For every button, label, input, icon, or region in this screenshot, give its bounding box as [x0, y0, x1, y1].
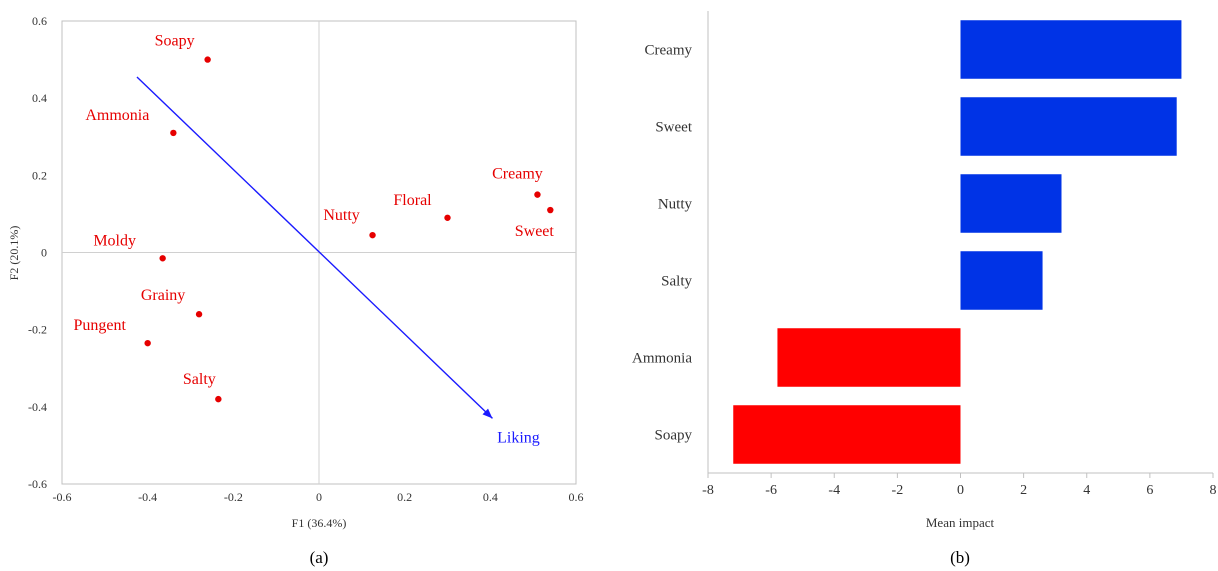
bar: [960, 174, 1062, 233]
tick-labels: -0.6 -0.4 -0.2 0 0.2 0.4 0.6 -0.6 -0.4 -0.2 0 0.2 0.…: [28, 14, 584, 504]
data-point: [547, 206, 554, 214]
x-tick-label: -6: [765, 483, 777, 498]
point-label: Floral: [393, 192, 432, 209]
x-axis-label: Mean impact: [926, 515, 995, 530]
bar: [960, 97, 1177, 156]
point-label: Soapy: [155, 33, 195, 50]
y-tick-label: -0.2: [28, 323, 47, 337]
category-label: Sweet: [655, 120, 692, 136]
bar: [777, 328, 961, 387]
x-tick-label: 2: [1020, 483, 1027, 498]
biplot-panel: -0.6 -0.4 -0.2 0 0.2 0.4 0.6 -0.6 -0.4 -0.2 0 0.2 0.…: [7, 14, 584, 567]
x-tick-label: -0.2: [224, 490, 243, 504]
y-tick-label: 0: [41, 246, 47, 260]
data-point: [204, 56, 211, 63]
bar: [960, 20, 1182, 79]
vector-arrowhead: [482, 408, 493, 419]
point-label: Moldy: [93, 232, 136, 249]
category-labels: Creamy Sweet Nutty Salty Ammonia Soapy: [632, 43, 693, 444]
panel-label-b: (b): [950, 548, 970, 567]
category-label: Salty: [661, 274, 692, 290]
x-tick-label: -0.6: [53, 490, 72, 504]
category-label: Creamy: [645, 43, 693, 59]
data-point: [444, 214, 451, 221]
liking-vector: Liking: [136, 76, 540, 446]
point-label: Nutty: [323, 207, 359, 224]
category-label: Ammonia: [632, 351, 692, 367]
data-point: [215, 395, 222, 403]
point-label: Salty: [183, 371, 216, 388]
x-tick-label: 0: [957, 483, 964, 498]
data-point: [144, 339, 151, 347]
point-label: Grainy: [141, 287, 185, 304]
x-axis-label: F1 (36.4%): [292, 516, 347, 530]
data-point: [159, 255, 166, 262]
category-label: Soapy: [655, 428, 693, 444]
bars-group: [733, 20, 1182, 464]
x-tick-label: -2: [892, 483, 904, 498]
y-tick-label: -0.4: [28, 400, 47, 414]
x-tick-label: 0.2: [397, 490, 412, 504]
y-axis-label: F2 (20.1%): [7, 226, 21, 281]
x-tick-label: 0.4: [483, 490, 498, 504]
data-point: [195, 311, 203, 318]
point-label: Sweet: [515, 223, 555, 240]
x-tick-label: 8: [1210, 483, 1217, 498]
point-label: Ammonia: [85, 107, 149, 124]
impact-panel: Creamy Sweet Nutty Salty Ammonia Soapy -8 -6 -4…: [632, 11, 1217, 567]
point-label: Creamy: [492, 166, 543, 183]
x-tick-label: -8: [702, 483, 714, 498]
y-tick-label: 0.6: [32, 14, 47, 28]
data-point: [369, 231, 376, 239]
y-tick-label: -0.6: [28, 477, 47, 491]
panel-label-a: (a): [310, 548, 329, 567]
vector-line: [136, 76, 493, 419]
data-point: [534, 191, 541, 198]
category-label: Nutty: [658, 197, 693, 213]
x-tick-labels: -8 -6 -4 -2 0 2 4 6 8: [702, 473, 1217, 498]
x-tick-label: 6: [1146, 483, 1153, 498]
vector-label: Liking: [497, 429, 540, 446]
attribute-points: Soapy Ammonia Creamy Sweet Floral Nutty Moldy G…: [73, 33, 554, 403]
x-tick-label: -0.4: [138, 490, 157, 504]
x-tick-label: -4: [828, 483, 840, 498]
x-tick-label: 0.6: [569, 490, 584, 504]
x-tick-label: 4: [1083, 483, 1090, 498]
x-tick-label: 0: [316, 490, 322, 504]
y-tick-label: 0.4: [32, 91, 47, 105]
point-label: Pungent: [73, 317, 126, 334]
bar: [960, 251, 1043, 310]
bar: [733, 405, 961, 464]
y-tick-label: 0.2: [32, 168, 47, 182]
data-point: [170, 129, 177, 137]
